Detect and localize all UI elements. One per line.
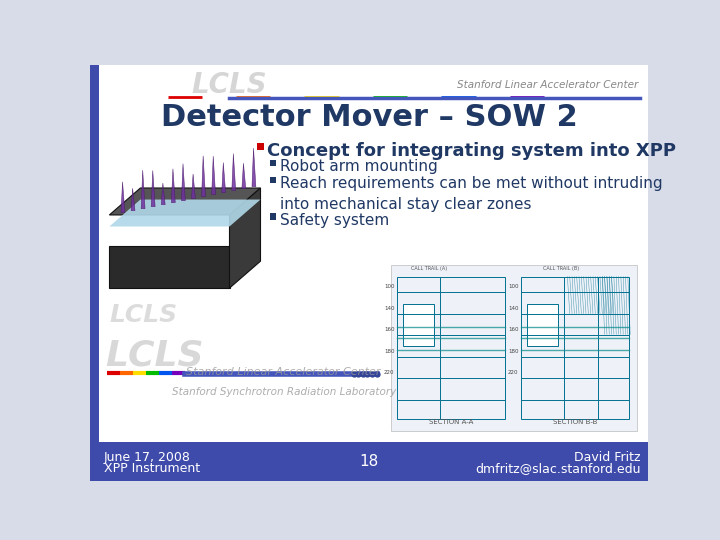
Text: 160: 160	[508, 327, 518, 332]
Text: CALL TRAIL (B): CALL TRAIL (B)	[543, 266, 580, 271]
Text: 140: 140	[508, 306, 518, 310]
Text: LCLS: LCLS	[106, 338, 204, 372]
Bar	[397, 276, 505, 419]
Polygon shape	[131, 188, 135, 211]
Polygon shape	[230, 188, 261, 288]
Text: SECTION A-A: SECTION A-A	[429, 420, 473, 426]
Bar	[90, 442, 648, 481]
Text: XPP Instrument: XPP Instrument	[104, 462, 200, 475]
Text: Stanford Linear Accelerator Center: Stanford Linear Accelerator Center	[457, 80, 639, 90]
Bar	[391, 265, 637, 430]
Polygon shape	[202, 156, 205, 197]
Text: 140: 140	[384, 306, 395, 310]
Text: Stanford Synchrotron Radiation Laboratory: Stanford Synchrotron Radiation Laborator…	[171, 387, 396, 397]
Polygon shape	[252, 148, 256, 187]
Text: Detector Mover – SOW 2: Detector Mover – SOW 2	[161, 103, 577, 132]
Polygon shape	[181, 164, 185, 201]
Polygon shape	[109, 188, 261, 215]
Bar	[270, 177, 276, 184]
Polygon shape	[151, 171, 155, 207]
Text: CALL TRAIL (A): CALL TRAIL (A)	[411, 266, 448, 271]
Text: 180: 180	[508, 349, 518, 354]
Bar	[270, 159, 276, 166]
Polygon shape	[232, 154, 235, 191]
Text: 100: 100	[384, 284, 395, 289]
Polygon shape	[109, 200, 261, 226]
Bar	[256, 143, 264, 150]
Text: June 17, 2008: June 17, 2008	[104, 451, 191, 464]
Bar	[90, 65, 99, 481]
Bar	[270, 213, 276, 220]
Text: 100: 100	[508, 284, 518, 289]
Polygon shape	[192, 174, 195, 199]
Text: LCLS: LCLS	[109, 303, 178, 327]
Text: David Fritz: David Fritz	[574, 451, 640, 464]
Text: 220: 220	[384, 370, 395, 375]
Text: Safety system: Safety system	[280, 213, 389, 228]
Polygon shape	[141, 170, 145, 208]
Polygon shape	[161, 183, 165, 205]
Text: 160: 160	[384, 327, 395, 332]
Text: 220: 220	[508, 370, 518, 375]
Polygon shape	[242, 163, 246, 188]
Bar	[403, 303, 434, 346]
Text: 180: 180	[384, 349, 395, 354]
Bar	[521, 276, 629, 419]
Polygon shape	[171, 168, 175, 202]
Bar	[527, 303, 558, 346]
Polygon shape	[222, 163, 225, 193]
Polygon shape	[121, 182, 125, 213]
Text: Concept for integrating system into XPP: Concept for integrating system into XPP	[267, 142, 677, 160]
Polygon shape	[109, 246, 230, 288]
Text: dmfritz@slac.stanford.edu: dmfritz@slac.stanford.edu	[474, 462, 640, 475]
Text: Stanford Linear Accelerator Center: Stanford Linear Accelerator Center	[186, 367, 381, 377]
Text: Robot arm mounting: Robot arm mounting	[280, 159, 438, 174]
Text: 18: 18	[359, 454, 379, 469]
Text: SECTION B-B: SECTION B-B	[553, 420, 598, 426]
Text: LCLS: LCLS	[192, 71, 267, 99]
Polygon shape	[212, 156, 215, 194]
Text: Reach requirements can be met without intruding
into mechanical stay clear zones: Reach requirements can be met without in…	[280, 177, 662, 212]
